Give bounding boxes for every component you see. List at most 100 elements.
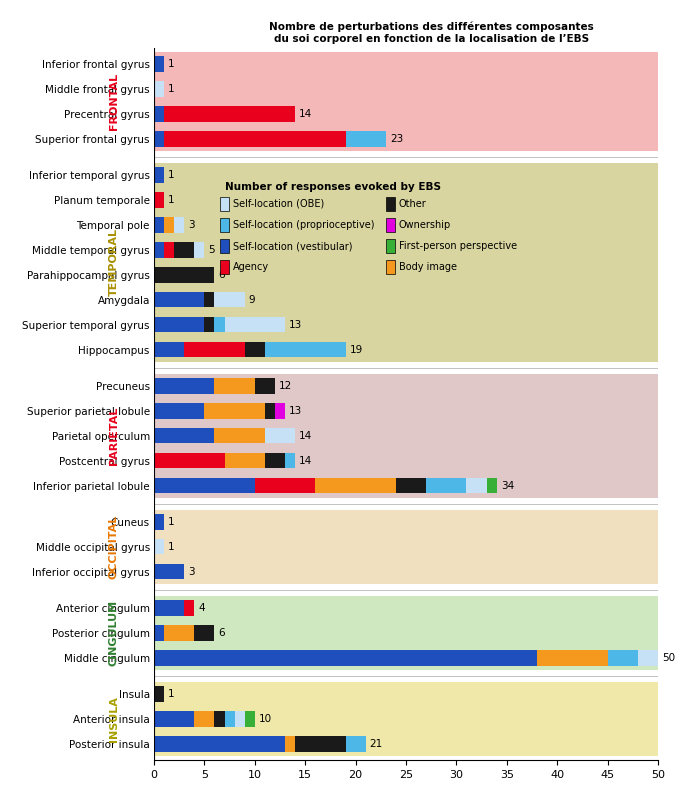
Bar — [174, 217, 184, 233]
Text: FRONTAL: FRONTAL — [108, 73, 119, 130]
Text: Ownership: Ownership — [399, 220, 452, 230]
Bar — [154, 596, 658, 670]
Bar — [195, 711, 214, 726]
Text: Other: Other — [399, 199, 427, 209]
Bar — [214, 711, 225, 726]
Bar — [225, 317, 285, 333]
Bar — [204, 403, 265, 418]
Bar — [195, 242, 204, 257]
Bar — [255, 478, 315, 493]
Bar — [214, 378, 255, 394]
Bar — [154, 514, 164, 530]
Bar — [638, 650, 658, 665]
Bar — [154, 56, 164, 72]
Bar — [204, 317, 214, 333]
Bar — [154, 682, 658, 756]
Text: 1: 1 — [168, 542, 175, 552]
Bar — [154, 242, 164, 257]
Bar — [220, 197, 229, 211]
Bar — [154, 428, 214, 444]
Bar — [225, 453, 265, 468]
Text: 4: 4 — [198, 603, 205, 613]
Text: 5: 5 — [209, 245, 215, 255]
Bar — [154, 650, 537, 665]
Text: 13: 13 — [289, 406, 302, 416]
Bar — [214, 292, 245, 307]
Text: 13: 13 — [289, 320, 302, 329]
Bar — [154, 378, 214, 394]
Text: 3: 3 — [188, 220, 195, 230]
Bar — [154, 478, 255, 493]
Bar — [154, 403, 204, 418]
Text: Self-location (proprioceptive): Self-location (proprioceptive) — [232, 220, 374, 230]
Bar — [154, 564, 184, 580]
Bar — [184, 342, 245, 357]
Bar — [154, 600, 184, 615]
Bar — [537, 650, 608, 665]
Bar — [154, 711, 195, 726]
Bar — [154, 267, 214, 283]
Bar — [154, 106, 164, 122]
Bar — [265, 403, 275, 418]
Bar — [386, 239, 395, 253]
Bar — [346, 131, 386, 147]
Bar — [255, 378, 275, 394]
Bar — [386, 197, 395, 211]
Text: TEMPORAL: TEMPORAL — [108, 228, 119, 296]
Bar — [214, 317, 225, 333]
Bar — [346, 736, 365, 752]
Bar — [154, 625, 164, 641]
Bar — [265, 453, 285, 468]
Bar — [285, 453, 295, 468]
Bar — [154, 292, 204, 307]
Bar — [214, 428, 265, 444]
Text: 1: 1 — [168, 59, 175, 69]
Text: 21: 21 — [370, 739, 383, 749]
Bar — [204, 292, 214, 307]
Bar — [265, 342, 346, 357]
Bar — [245, 711, 255, 726]
Bar — [396, 478, 426, 493]
Text: 14: 14 — [299, 455, 312, 466]
Bar — [386, 261, 395, 274]
Text: 34: 34 — [500, 481, 514, 490]
Text: 10: 10 — [259, 714, 272, 724]
Bar — [265, 428, 295, 444]
Bar — [285, 736, 295, 752]
Text: 6: 6 — [218, 270, 225, 280]
Text: 50: 50 — [662, 653, 676, 663]
Bar — [154, 342, 184, 357]
Bar — [154, 736, 285, 752]
Bar — [154, 167, 164, 183]
Bar — [426, 478, 466, 493]
Bar — [466, 478, 486, 493]
Text: Agency: Agency — [232, 262, 269, 272]
Text: 1: 1 — [168, 84, 175, 94]
Bar — [220, 239, 229, 253]
Bar — [164, 106, 295, 122]
Text: INSULA: INSULA — [108, 696, 119, 742]
Text: 14: 14 — [299, 431, 312, 440]
Text: Self-location (vestibular): Self-location (vestibular) — [232, 241, 352, 251]
Bar — [154, 131, 164, 147]
Bar — [164, 131, 346, 147]
Text: OCCIPITAL: OCCIPITAL — [108, 515, 119, 579]
Bar — [154, 192, 164, 208]
Bar — [154, 163, 658, 362]
Text: 12: 12 — [279, 381, 292, 390]
Text: 1: 1 — [168, 689, 175, 699]
Text: Self-location (OBE): Self-location (OBE) — [232, 199, 324, 209]
Bar — [295, 736, 346, 752]
Bar — [154, 217, 164, 233]
Bar — [225, 711, 235, 726]
Bar — [154, 539, 164, 554]
Bar — [164, 217, 174, 233]
Bar — [234, 711, 245, 726]
Bar — [245, 342, 265, 357]
Text: 1: 1 — [168, 195, 175, 205]
Bar — [608, 650, 638, 665]
Text: PARIETAL: PARIETAL — [108, 406, 119, 465]
Bar — [154, 453, 225, 468]
Text: 14: 14 — [299, 109, 312, 119]
Text: 19: 19 — [349, 345, 363, 355]
